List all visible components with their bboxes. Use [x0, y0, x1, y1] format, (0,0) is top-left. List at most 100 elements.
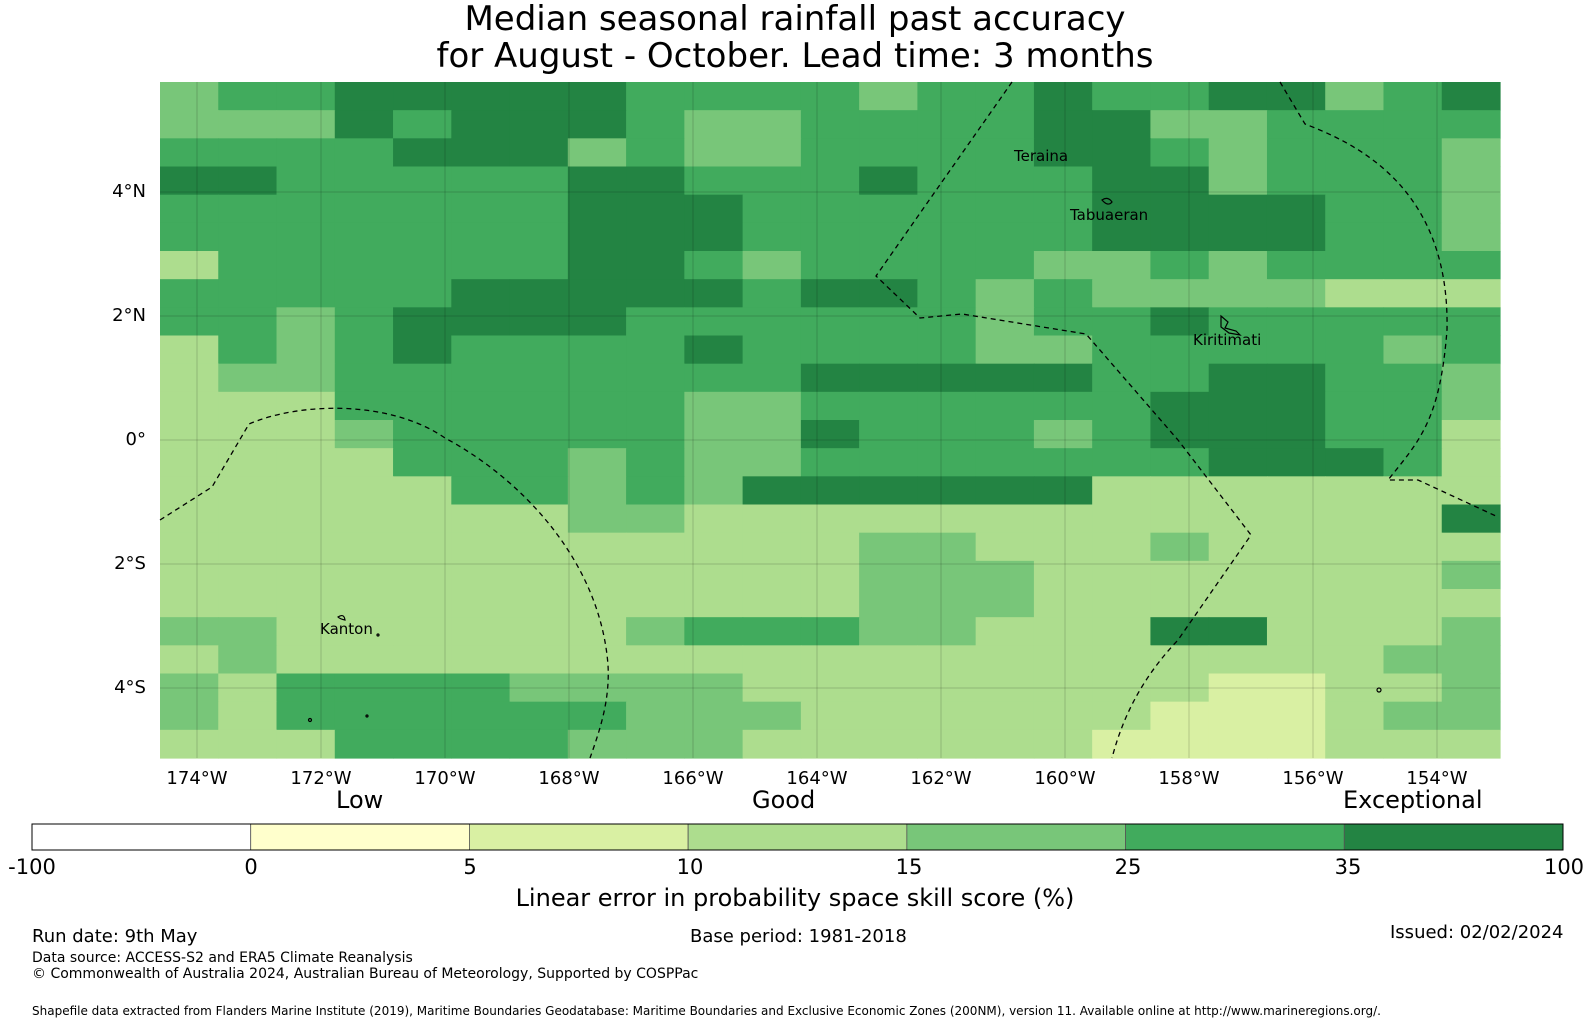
grid-cell — [1150, 476, 1210, 506]
grid-cell — [567, 701, 627, 731]
grid-cell — [626, 166, 685, 196]
grid-cell — [1383, 307, 1443, 337]
copyright: © Commonwealth of Australia 2024, Austra… — [32, 966, 699, 982]
grid-cell — [509, 391, 569, 421]
grid-cell — [1150, 673, 1210, 703]
grid-cell — [567, 420, 627, 449]
grid-cell — [975, 645, 1035, 675]
grid-cell — [567, 391, 627, 421]
grid-cell — [1325, 560, 1385, 590]
grid-cell — [276, 138, 336, 168]
grid-cell — [1325, 194, 1385, 224]
colorbar-tick: 0 — [244, 855, 258, 879]
grid-cell — [1266, 560, 1326, 590]
grid-cell — [1150, 251, 1210, 280]
grid-cell — [393, 617, 452, 646]
grid-cell — [975, 194, 1035, 224]
grid-cell — [742, 251, 802, 280]
grid-cell — [1266, 166, 1326, 196]
grid-cell — [1208, 420, 1268, 449]
grid-cell — [626, 391, 685, 421]
grid-cell — [451, 138, 511, 168]
grid-cell — [393, 391, 452, 421]
grid-cell — [859, 363, 918, 393]
grid-cell — [800, 701, 860, 731]
grid-cell — [1208, 701, 1268, 731]
grid-cell — [1383, 532, 1443, 562]
grid-cell — [684, 279, 744, 308]
grid-cell — [218, 82, 278, 111]
grid-cell — [334, 251, 394, 280]
grid-cell — [451, 448, 511, 477]
grid-cell — [1325, 504, 1385, 534]
colorbar-segment — [31, 823, 252, 851]
grid-cell — [160, 448, 219, 477]
grid-cell — [1033, 476, 1093, 506]
grid-cell — [626, 560, 685, 590]
grid-cell — [509, 166, 569, 196]
grid-cell — [393, 476, 452, 506]
grid-cell — [1266, 251, 1326, 280]
grid-cell — [1092, 476, 1152, 506]
chart-title-line-1: Median seasonal rainfall past accuracy — [464, 0, 1126, 39]
grid-cell — [334, 166, 394, 196]
grid-cell — [626, 701, 685, 731]
grid-cell — [1208, 279, 1268, 308]
grid-cell — [917, 138, 977, 168]
colorbar-segment — [687, 823, 908, 851]
grid-cell — [975, 138, 1035, 168]
grid-cell — [160, 251, 219, 280]
grid-cell — [218, 504, 278, 534]
grid-cell — [276, 701, 336, 731]
grid-cell — [1441, 222, 1501, 252]
grid-cell — [1150, 222, 1210, 252]
grid-cell — [975, 729, 1035, 759]
grid-cell — [1092, 138, 1152, 168]
grid-cell — [684, 589, 744, 618]
grid-cell — [451, 391, 511, 421]
grid-cell — [1208, 251, 1268, 280]
grid-cell — [626, 448, 685, 477]
grid-cell — [276, 729, 336, 759]
grid-cell — [160, 532, 219, 562]
grid-cell — [451, 560, 511, 590]
grid-cell — [218, 166, 278, 196]
grid-cell — [1383, 251, 1443, 280]
shapefile-credit: Shapefile data extracted from Flanders M… — [32, 1004, 1381, 1018]
grid-cell — [800, 617, 860, 646]
skill-score-grid — [160, 82, 1501, 759]
grid-cell — [160, 589, 219, 618]
grid-cell — [451, 729, 511, 759]
grid-cell — [451, 307, 511, 337]
grid-cell — [218, 110, 278, 139]
grid-cell — [684, 448, 744, 477]
grid-cell — [509, 476, 569, 506]
grid-cell — [917, 279, 977, 308]
grid-cell — [1092, 532, 1152, 562]
grid-cell — [160, 110, 219, 139]
grid-cell — [975, 560, 1035, 590]
grid-cell — [917, 476, 977, 506]
grid-cell — [509, 448, 569, 477]
grid-cell — [160, 673, 219, 703]
grid-cell — [1150, 589, 1210, 618]
grid-cell — [334, 420, 394, 449]
grid-cell — [1092, 391, 1152, 421]
grid-cell — [1033, 222, 1093, 252]
grid-cell — [1325, 420, 1385, 449]
grid-cell — [1441, 335, 1501, 365]
grid-cell — [1441, 701, 1501, 731]
grid-cell — [1150, 307, 1210, 337]
grid-cell — [1325, 617, 1385, 646]
grid-cell — [451, 166, 511, 196]
grid-cell — [626, 476, 685, 506]
small-island — [365, 714, 369, 718]
grid-cell — [859, 504, 918, 534]
grid-cell — [1383, 504, 1443, 534]
grid-cell — [218, 701, 278, 731]
colorbar-segment — [1343, 823, 1564, 851]
grid-cell — [509, 589, 569, 618]
grid-cell — [859, 645, 918, 675]
lat-label-0: 0° — [125, 429, 146, 450]
grid-cell — [684, 138, 744, 168]
